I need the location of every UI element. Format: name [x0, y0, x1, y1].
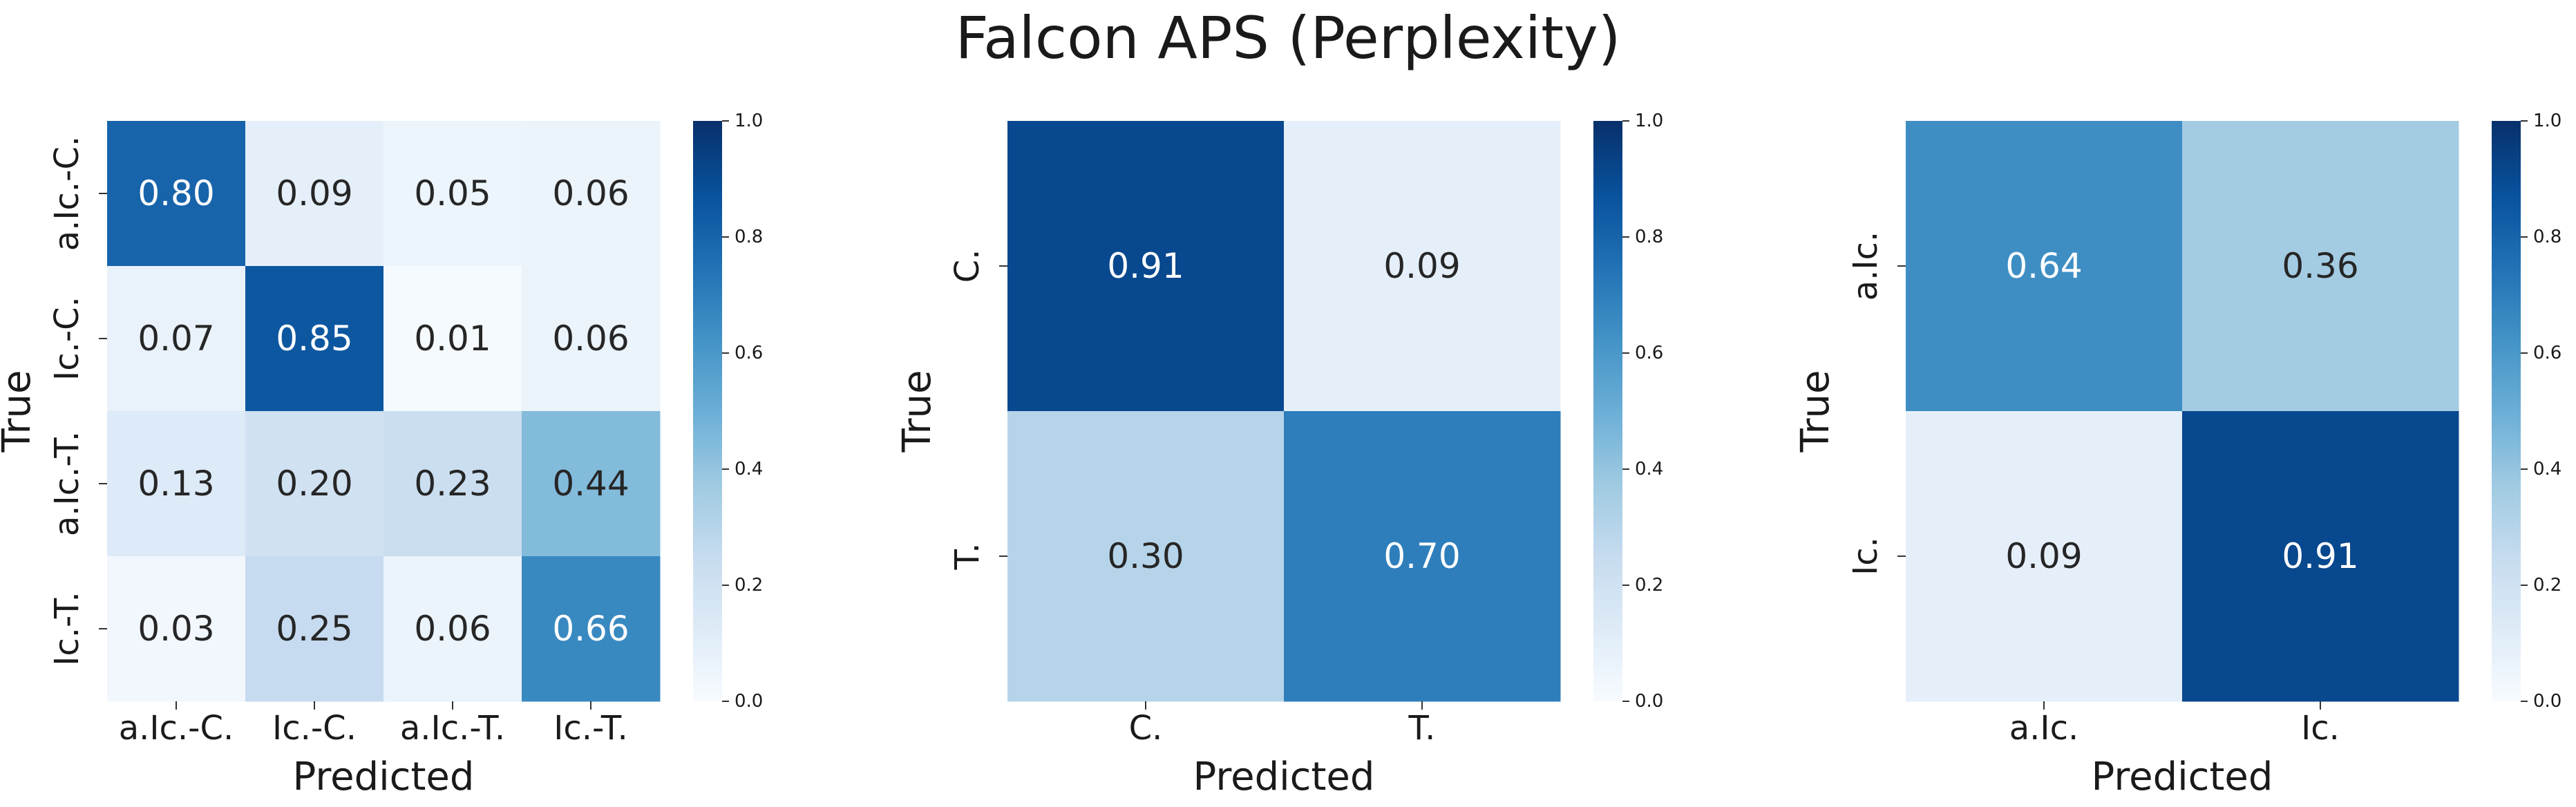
x-axis-label: Predicted	[1193, 754, 1375, 799]
y-tick-label: a.Ic.	[1846, 231, 1885, 301]
colorbar-tick-label: 0.2	[735, 575, 763, 596]
colorbar-tick-label: 0.4	[1635, 459, 1663, 480]
y-tick-label: T.	[948, 543, 987, 571]
cell-value-label: 0.80	[138, 173, 214, 213]
colorbar-tick-label: 1.0	[735, 111, 763, 131]
cell-value-label: 0.36	[2282, 246, 2358, 286]
x-tick-label: Ic.-C.	[272, 709, 357, 748]
heatmap-cell	[1007, 121, 1285, 412]
colorbar-tick-label: 0.0	[1635, 691, 1663, 712]
cell-value-label: 0.30	[1107, 536, 1184, 576]
cell-value-label: 0.91	[1107, 246, 1184, 286]
colorbar-tick-label: 0.0	[2533, 691, 2561, 712]
heatmap-cell	[522, 266, 661, 412]
cell-value-label: 0.06	[552, 319, 629, 359]
heatmap-cell	[383, 121, 522, 267]
heatmap-cell	[107, 121, 246, 267]
y-tick-label: a.Ic.-T.	[48, 431, 86, 536]
cell-value-label: 0.64	[2005, 246, 2082, 286]
cell-value-label: 0.09	[1383, 246, 1460, 286]
y-axis-label: True	[0, 370, 39, 453]
cell-value-label: 0.13	[138, 464, 214, 504]
y-tick-label: a.Ic.-C.	[48, 136, 86, 251]
cell-value-label: 0.44	[552, 464, 629, 504]
x-tick-label: C.	[1129, 709, 1163, 748]
cell-value-label: 0.05	[414, 173, 491, 213]
y-tick-label: C.	[948, 249, 987, 283]
heatmap-cell	[522, 556, 661, 702]
heatmap-cell	[522, 411, 661, 557]
cell-value-label: 0.66	[552, 609, 629, 649]
colorbar-tick-label: 0.8	[735, 227, 763, 247]
colorbar-tick-label: 0.0	[735, 691, 763, 712]
heatmap-cell	[522, 121, 661, 267]
y-axis-label: True	[1793, 370, 1838, 453]
colorbar	[1593, 121, 1622, 701]
heatmap-cell	[2182, 121, 2459, 412]
colorbar-tick-label: 1.0	[2533, 111, 2561, 131]
x-tick-label: a.Ic.-T.	[400, 709, 505, 748]
heatmap-cell	[245, 556, 384, 702]
heatmap-cell	[383, 556, 522, 702]
y-tick-label: Ic.-T.	[48, 591, 86, 666]
heatmap-cell	[2182, 411, 2459, 702]
cell-value-label: 0.91	[2282, 536, 2358, 576]
colorbar-tick-label: 0.8	[2533, 227, 2561, 247]
cell-value-label: 0.23	[414, 464, 491, 504]
cell-value-label: 0.06	[552, 173, 629, 213]
cell-value-label: 0.06	[414, 609, 491, 649]
colorbar-tick-label: 0.2	[1635, 575, 1663, 596]
x-axis-label: Predicted	[293, 754, 475, 799]
y-axis-label: True	[895, 370, 940, 453]
heatmap-cell	[1284, 411, 1561, 702]
x-tick-label: T.	[1408, 709, 1436, 748]
colorbar-tick-label: 0.6	[2533, 343, 2561, 363]
colorbar-tick-label: 0.2	[2533, 575, 2561, 596]
y-tick-label: Ic.-C.	[48, 296, 86, 381]
cell-value-label: 0.20	[276, 464, 352, 504]
colorbar-tick-label: 0.8	[1635, 227, 1663, 247]
colorbar-tick-label: 0.6	[735, 343, 763, 363]
heatmap-cell	[383, 266, 522, 412]
heatmap-cell	[383, 411, 522, 557]
cell-value-label: 0.70	[1383, 536, 1460, 576]
cell-value-label: 0.09	[276, 173, 352, 213]
colorbar	[693, 121, 722, 701]
x-tick-label: a.Ic.-C.	[119, 709, 234, 748]
heatmap-cell	[245, 266, 384, 412]
cell-value-label: 0.01	[414, 319, 491, 359]
heatmap-cell	[107, 556, 246, 702]
heatmap-cell	[107, 411, 246, 557]
x-tick-label: Ic.-T.	[553, 709, 628, 748]
colorbar-tick-label: 1.0	[1635, 111, 1663, 131]
cell-value-label: 0.03	[138, 609, 214, 649]
cell-value-label: 0.25	[276, 609, 352, 649]
x-axis-label: Predicted	[2092, 754, 2273, 799]
heatmap-cell	[1284, 121, 1561, 412]
heatmap-cell	[1906, 411, 2183, 702]
cell-value-label: 0.09	[2005, 536, 2082, 576]
figure-title: Falcon APS (Perplexity)	[955, 4, 1621, 72]
heatmap-cell	[107, 266, 246, 412]
cell-value-label: 0.07	[138, 319, 214, 359]
heatmap-cell	[1906, 121, 2183, 412]
y-tick-label: Ic.	[1846, 537, 1885, 576]
colorbar	[2492, 121, 2521, 701]
heatmap-cell	[245, 411, 384, 557]
heatmap-cell	[245, 121, 384, 267]
x-tick-label: a.Ic.	[2009, 709, 2078, 748]
x-tick-label: Ic.	[2301, 709, 2340, 748]
colorbar-tick-label: 0.4	[735, 459, 763, 480]
cell-value-label: 0.85	[276, 319, 352, 359]
colorbar-tick-label: 0.6	[1635, 343, 1663, 363]
heatmap-cell	[1007, 411, 1285, 702]
colorbar-tick-label: 0.4	[2533, 459, 2561, 480]
